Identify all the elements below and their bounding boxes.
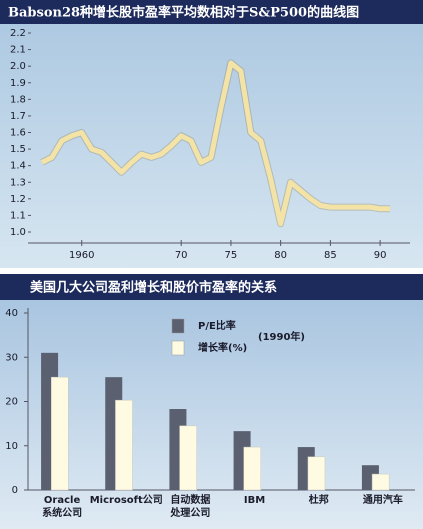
x-tick-label: IBM [244, 495, 265, 506]
x-tick-label: 处理公司 [169, 506, 210, 519]
legend-label: P/E比率 [198, 319, 236, 332]
x-tick-label: 70 [175, 250, 188, 261]
x-tick-label: 系统公司 [42, 506, 82, 519]
bar [243, 446, 262, 491]
bar [179, 425, 197, 491]
y-tick-label: 2.1 [10, 45, 26, 56]
chart-title: Babson28种增长股市盈率平均数相对于S&P500的曲线图 [8, 5, 359, 21]
title-bar [0, 0, 423, 24]
x-tick-label: Microsoft公司 [90, 494, 163, 506]
x-tick-label: 85 [324, 250, 337, 261]
y-tick-label: 10 [5, 441, 18, 452]
y-tick-label: 30 [5, 352, 18, 363]
y-tick-label: 1.1 [10, 210, 26, 221]
y-tick-label: 1.8 [10, 94, 26, 105]
y-tick-label: 40 [5, 308, 18, 319]
y-tick-label: 1.3 [10, 177, 26, 188]
bar [371, 473, 390, 491]
x-tick-label: 90 [374, 250, 387, 261]
chart-title: 美国几大公司盈利增长和股价市盈率的关系 [30, 280, 277, 296]
x-tick-label: 通用汽车 [363, 493, 403, 506]
legend-swatch [171, 340, 185, 356]
annotation: (1990年) [258, 330, 305, 343]
y-tick-label: 20 [5, 397, 18, 408]
y-tick-label: 1.4 [10, 161, 26, 172]
title-bar [0, 274, 423, 300]
x-tick-label: 75 [225, 250, 238, 261]
y-tick-label: 2.0 [10, 61, 26, 72]
bar [115, 399, 133, 491]
y-tick-label: 0 [12, 485, 18, 496]
x-tick-label: 杜邦 [309, 493, 329, 506]
y-tick-label: 1.7 [10, 111, 26, 122]
legend-swatch [171, 318, 185, 334]
y-tick-label: 1.5 [10, 144, 26, 155]
y-tick-label: 1.0 [10, 227, 26, 238]
y-tick-label: 1.9 [10, 78, 26, 89]
line [40, 60, 391, 227]
panel-top [0, 0, 423, 268]
x-tick-label: 1960 [69, 250, 94, 261]
y-tick-label: 2.2 [10, 28, 26, 39]
x-tick-label: 80 [274, 250, 287, 261]
legend-label: 增长率(%) [198, 341, 247, 354]
y-tick-label: 1.2 [10, 194, 26, 205]
bar [51, 376, 69, 491]
panel-bottom [0, 274, 423, 529]
x-tick-label: 自动数据 [170, 493, 210, 506]
y-tick-label: 1.6 [10, 128, 26, 139]
bar [307, 456, 326, 491]
x-tick-label: Oracle [44, 495, 81, 506]
